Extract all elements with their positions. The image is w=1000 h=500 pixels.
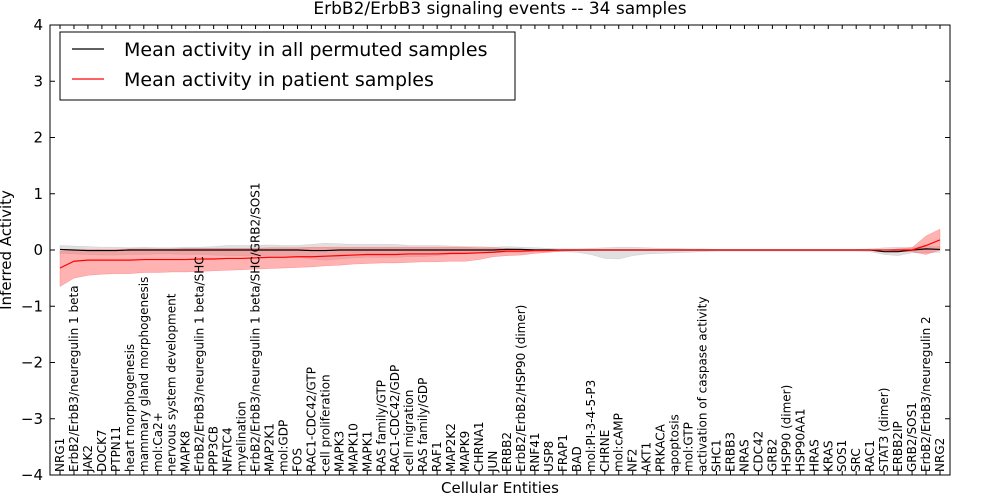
category-label: USP8 [542,441,556,472]
category-label: HSP90AA1 [793,408,807,472]
category-label: RAC1 [863,440,877,472]
category-label: MAPK1 [360,431,374,472]
category-label: HSP90 (dimer) [779,385,793,472]
category-label: MAPK3 [332,431,346,472]
category-label: RAS family/GDP [416,378,430,472]
category-label: SRC [849,448,863,472]
category-label: HRAS [807,439,821,472]
category-label: MAPK8 [179,431,193,472]
category-label: BAD [570,446,584,472]
category-label: SHC1 [710,439,724,472]
category-label: ERBB2 [500,432,514,472]
y-tick-label: 3 [33,72,43,90]
category-label: MAPK10 [346,423,360,472]
category-label: SOS1 [835,440,849,472]
y-tick-label: 2 [33,129,43,147]
category-label: MAPK9 [458,431,472,472]
category-label: heart morphogenesis [123,344,137,472]
category-label: PPP3CB [207,426,221,472]
category-label: mol:Ca2+ [151,412,165,472]
category-label: RAC1-CDC42/GTP [304,367,318,472]
category-label: apoptosis [668,414,682,472]
y-tick-label: 4 [33,16,43,34]
category-label: NRG2 [933,438,947,472]
category-label: CDC42 [751,431,765,472]
category-label: MAP2K2 [444,423,458,472]
category-label: NFATC4 [221,427,235,472]
y-tick-label: −4 [21,466,43,484]
x-axis-label: Cellular Entities [441,479,559,497]
y-tick-label: 1 [33,185,43,203]
category-label: nervous system development [165,293,179,472]
category-label: DOCK7 [95,429,109,472]
y-axis: −4 −3 −2 −1 0 1 2 3 4 [21,16,950,484]
category-label: CHRNA1 [472,421,486,472]
category-label: STAT3 (dimer) [877,388,891,472]
y-tick-label: −1 [21,297,43,315]
y-tick-label: −2 [21,354,43,372]
category-label: ErbB2/ErbB3/neuregulin 1 beta/SHC/GRB2/S… [249,182,263,472]
y-tick-label: 0 [33,241,43,259]
category-label: ErbB2/ErbB2/HSP90 (dimer) [514,305,528,472]
category-label: GRB2 [765,438,779,472]
category-label: ErbB2/ErbB3/neuregulin 1 beta/SHC [193,256,207,472]
category-label: mol:cAMP [612,413,626,472]
category-label: mol:GTP [682,422,696,472]
category-label: RAF1 [430,441,444,472]
category-label: JAK2 [81,445,95,473]
category-label: ErbB2/ErbB3/neuregulin 2 [919,316,933,472]
category-label: RAC1-CDC42/GDP [388,365,402,472]
y-axis-label: Inferred Activity [0,190,15,310]
line-series-1 [59,239,941,269]
category-label: mammary gland morphogenesis [137,277,151,472]
category-label: cell proliferation [318,374,332,472]
category-label: ErbB2/ErbB3/neuregulin 1 beta [67,285,81,472]
category-label: myelination [235,401,249,472]
category-label: NF2 [626,448,640,472]
category-label: RNF41 [528,433,542,473]
category-label: ERBB2IP [891,421,905,472]
category-label: PTPN11 [109,426,123,472]
category-label: cell migration [402,390,416,472]
category-label: GRB2/SOS1 [905,402,919,472]
category-label: activation of caspase activity [696,297,710,472]
legend-label-permuted: Mean activity in all permuted samples [124,39,487,61]
x-axis: NRG1 ErbB2/ErbB3/neuregulin 1 beta JAK2 DOC… [53,25,947,475]
y-tick-label: −3 [21,410,43,428]
plot-frame [49,24,951,476]
chart-title: ErbB2/ErbB3 signaling events -- 34 sampl… [313,0,686,19]
legend-label-patient: Mean activity in patient samples [124,69,434,91]
category-label: NRG1 [53,438,67,472]
category-label: mol:GDP [276,420,290,472]
legend-box [59,31,516,101]
category-label: CHRNE [598,430,612,472]
category-label: MAP2K1 [263,423,277,472]
category-label: JUN [486,451,500,473]
category-label: FOS [290,448,304,472]
category-label: ERBB3 [723,432,737,472]
legend: Mean activity in all permuted samples Me… [59,31,516,101]
category-label: FRAP1 [556,434,570,472]
series-lines [59,239,941,269]
category-label: RAS family/GTP [374,380,388,472]
category-label: NRAS [737,439,751,472]
category-label: mol:PI-3-4-5-P3 [584,380,598,472]
category-label: AKT1 [640,442,654,472]
category-label: PRKACA [654,423,668,472]
category-label: KRAS [821,440,835,472]
